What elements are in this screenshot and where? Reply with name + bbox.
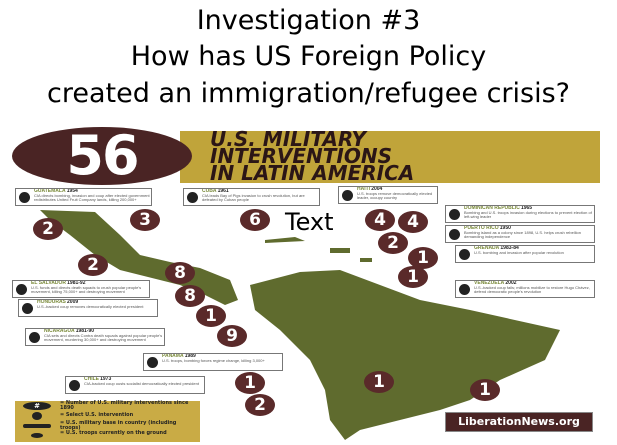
intervention-count-badge: 4 [365, 209, 395, 231]
skull-icon [449, 209, 460, 220]
intervention-box: CHILE 1973 CIA-backed coup ousts socialis… [65, 376, 205, 394]
legend-item: = U.S. troops currently on the ground [60, 430, 167, 436]
intervention-count-badge: 9 [217, 325, 247, 347]
skull-icon [16, 284, 27, 295]
description: Bombing island as a colony since 1898, U… [464, 230, 581, 239]
year: 2002 [505, 280, 517, 286]
country: PUERTO RICO [464, 225, 499, 231]
intervention-box: DOMINICAN REPUBLIC 1965 Bombing and U.S. … [445, 205, 595, 223]
description: U.S.-backed coup fails; millions mobiliz… [474, 285, 590, 294]
country: CHILE [84, 376, 99, 382]
year: 1981-92 [67, 280, 86, 286]
skull-icon [459, 249, 470, 260]
intervention-count-badge: 2 [33, 218, 63, 240]
intervention-count-badge: 6 [240, 209, 270, 231]
intervention-box: PUERTO RICO 1950 Bombing island as a colo… [445, 225, 595, 243]
headline-line: INTERVENTIONS [210, 144, 392, 168]
year: 1981-90 [75, 328, 95, 334]
intervention-box: CUBA 1961 CIA leads Bay of Pigs invasion … [183, 188, 320, 206]
country: CUBA [202, 188, 217, 194]
country: NICARAGUA [44, 328, 75, 334]
legend-item: = U.S. military base in country (includi… [60, 420, 177, 431]
count-oval: 56 [12, 127, 192, 185]
description: U.S. troops remove democratically electe… [357, 191, 433, 200]
south-america-shape [250, 270, 560, 440]
intervention-count-badge: 1 [235, 372, 265, 394]
intervention-count-badge: 1 [196, 305, 226, 327]
year: 1965 [520, 205, 533, 211]
description: CIA leads Bay of Pigs invasion to crush … [202, 193, 305, 202]
soldier-icon [31, 433, 43, 438]
intervention-box: EL SALVADOR 1981-92 U.S. funds and direct… [12, 280, 150, 298]
slide-title-line-3: created an immigration/refugee crisis? [47, 78, 570, 109]
skull-icon [147, 357, 158, 368]
headline: U.S. MILITARY INTERVENTIONS IN LATIN AME… [210, 127, 415, 185]
headline-banner [180, 131, 600, 183]
source-label: LiberationNews.org [445, 412, 593, 432]
intervention-box: VENEZUELA 2002 U.S.-backed coup fails; mi… [455, 280, 595, 298]
year: 1950 [499, 225, 511, 231]
year: 1954 [66, 188, 78, 194]
country: VENEZUELA [474, 280, 505, 286]
legend-item: = Select U.S. intervention [60, 412, 134, 418]
year: 1973 [100, 376, 112, 382]
intervention-count-badge: 3 [130, 209, 160, 231]
country: DOMINICAN REPUBLIC [464, 205, 520, 211]
placeholder-text: Text [285, 208, 334, 236]
intervention-box: NICARAGUA 1981-90 CIA sets and directs Co… [25, 328, 165, 346]
intervention-count-badge: 8 [175, 285, 205, 307]
description: CIA-backed coup ousts socialist democrat… [84, 381, 199, 386]
intervention-box: PANAMA 1989 U.S. troops, bombing forces r… [143, 353, 283, 371]
skull-icon [22, 303, 33, 314]
country: PANAMA [162, 353, 184, 359]
year: 1961 [217, 188, 229, 194]
country: HONDURAS [37, 299, 66, 305]
year: 2004 [371, 186, 383, 192]
skull-icon [187, 192, 198, 203]
description: U.S.-backed coup removes democratically … [37, 304, 144, 309]
intervention-count-badge: 1 [408, 247, 438, 269]
headline-line: U.S. MILITARY [210, 127, 366, 151]
intervention-box: GUATEMALA 1954 CIA directs bombing, invas… [15, 188, 152, 206]
caribbean-islands [265, 237, 372, 262]
intervention-count-badge: 2 [378, 232, 408, 254]
year: 2009 [67, 299, 79, 305]
intervention-box: HAITI 2004 U.S. troops remove democratica… [338, 186, 438, 204]
intervention-count-badge: 4 [398, 211, 428, 233]
country: HAITI [357, 186, 371, 192]
intervention-count-badge: 8 [165, 262, 195, 284]
intervention-count-badge: 1 [398, 266, 428, 288]
skull-icon [32, 412, 42, 420]
headline-line: IN LATIN AMERICA [210, 161, 415, 185]
description: CIA directs bombing, invasion and coup a… [34, 193, 150, 202]
country: GRENADA [474, 245, 500, 251]
skull-icon [342, 190, 353, 201]
legend: # = Number of U.S. military intervention… [15, 401, 200, 442]
description: U.S. funds and directs death squads to c… [31, 285, 142, 294]
legend-item: = Number of U.S. military interventions … [60, 400, 189, 411]
skull-icon [459, 284, 470, 295]
year: 1989 [184, 353, 196, 359]
slide-title-line-2: How has US Foreign Policy [130, 41, 487, 72]
intervention-count-badge: 2 [245, 394, 275, 416]
country: EL SALVADOR [31, 280, 67, 286]
intervention-box: HONDURAS 2009 U.S.-backed coup removes de… [18, 299, 158, 317]
intervention-box: GRENADA 1983-84 U.S. bombing and invasion… [455, 245, 595, 263]
description: U.S. bombing and invasion after popular … [474, 250, 564, 255]
intervention-count-badge: 1 [470, 379, 500, 401]
skull-icon [29, 332, 40, 343]
country: GUATEMALA [34, 188, 66, 194]
skull-icon [19, 192, 30, 203]
description: U.S. troops, bombing forces regime chang… [162, 358, 265, 363]
slide-title-line-1: Investigation #3 [196, 5, 421, 36]
year: 1983-84 [500, 245, 519, 251]
tank-icon [23, 424, 51, 428]
intervention-count-badge: 1 [364, 371, 394, 393]
description: Bombing and U.S. troops invasion during … [464, 210, 592, 219]
intervention-count-badge: 2 [78, 254, 108, 276]
number-oval-icon: # [23, 402, 51, 410]
skull-icon [449, 229, 460, 240]
description: CIA sets and directs Contra death squads… [44, 333, 163, 342]
skull-icon [69, 380, 80, 391]
